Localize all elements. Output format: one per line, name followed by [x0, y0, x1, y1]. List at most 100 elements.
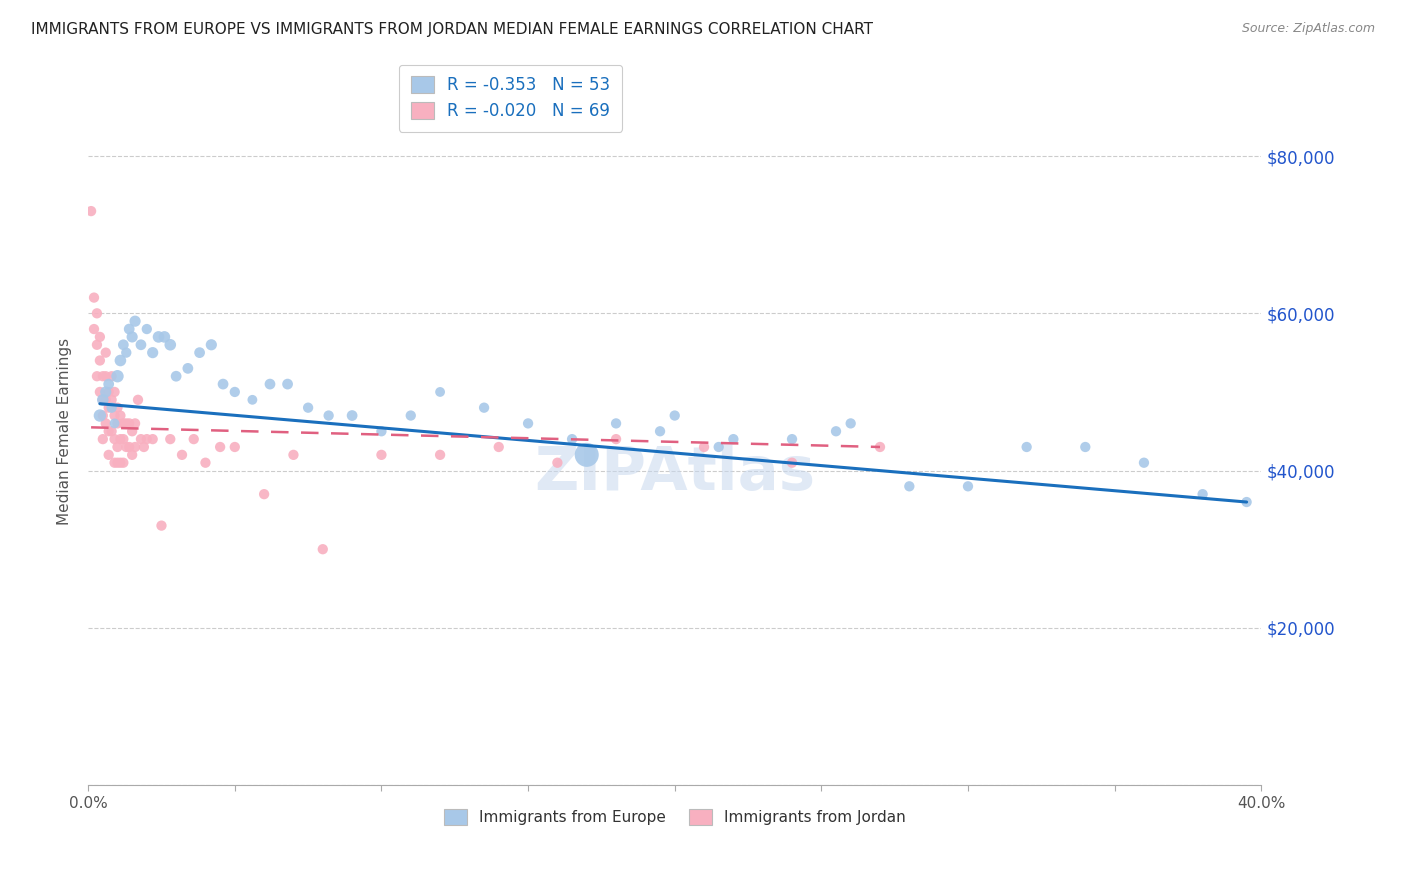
Point — [115, 345, 138, 359]
Point — [209, 440, 232, 454]
Point — [1133, 456, 1156, 470]
Point — [129, 338, 152, 352]
Point — [80, 204, 103, 219]
Point — [283, 448, 305, 462]
Point — [1191, 487, 1213, 501]
Point — [115, 440, 138, 454]
Point — [94, 417, 117, 431]
Point — [97, 448, 120, 462]
Point — [103, 384, 125, 399]
Point — [124, 440, 146, 454]
Point — [546, 456, 568, 470]
Point — [94, 384, 117, 399]
Point — [86, 338, 108, 352]
Point — [107, 369, 129, 384]
Point — [370, 448, 392, 462]
Point — [97, 384, 120, 399]
Point — [91, 409, 114, 423]
Point — [103, 456, 125, 470]
Point — [148, 330, 170, 344]
Legend: Immigrants from Europe, Immigrants from Jordan: Immigrants from Europe, Immigrants from … — [434, 800, 915, 834]
Point — [575, 448, 598, 462]
Point — [127, 392, 149, 407]
Point — [1074, 440, 1097, 454]
Point — [165, 369, 187, 384]
Point — [825, 424, 848, 438]
Point — [780, 456, 803, 470]
Point — [97, 401, 120, 415]
Point — [399, 409, 422, 423]
Point — [780, 432, 803, 446]
Point — [259, 377, 281, 392]
Point — [89, 330, 111, 344]
Point — [107, 401, 129, 415]
Point — [664, 409, 686, 423]
Point — [132, 440, 155, 454]
Point — [112, 456, 135, 470]
Point — [100, 401, 122, 415]
Point — [142, 432, 165, 446]
Point — [91, 369, 114, 384]
Point — [121, 448, 143, 462]
Point — [100, 424, 122, 438]
Point — [97, 424, 120, 438]
Point — [194, 456, 217, 470]
Y-axis label: Median Female Earnings: Median Female Earnings — [58, 338, 72, 524]
Point — [869, 440, 891, 454]
Point — [118, 440, 141, 454]
Point — [312, 542, 335, 557]
Point — [648, 424, 671, 438]
Point — [112, 338, 135, 352]
Point — [129, 432, 152, 446]
Text: IMMIGRANTS FROM EUROPE VS IMMIGRANTS FROM JORDAN MEDIAN FEMALE EARNINGS CORRELAT: IMMIGRANTS FROM EUROPE VS IMMIGRANTS FRO… — [31, 22, 873, 37]
Point — [370, 424, 392, 438]
Point — [605, 417, 627, 431]
Point — [297, 401, 319, 415]
Point — [110, 409, 132, 423]
Point — [103, 432, 125, 446]
Point — [159, 338, 181, 352]
Point — [89, 353, 111, 368]
Point — [112, 417, 135, 431]
Point — [277, 377, 299, 392]
Point — [561, 432, 583, 446]
Point — [107, 440, 129, 454]
Point — [212, 377, 235, 392]
Point — [253, 487, 276, 501]
Point — [429, 384, 451, 399]
Point — [100, 369, 122, 384]
Point — [429, 448, 451, 462]
Point — [159, 432, 181, 446]
Point — [124, 314, 146, 328]
Point — [103, 409, 125, 423]
Point — [103, 417, 125, 431]
Point — [142, 345, 165, 359]
Point — [224, 384, 246, 399]
Point — [839, 417, 862, 431]
Point — [183, 432, 205, 446]
Point — [91, 432, 114, 446]
Point — [110, 432, 132, 446]
Point — [153, 330, 176, 344]
Point — [488, 440, 510, 454]
Point — [1236, 495, 1258, 509]
Point — [135, 432, 157, 446]
Point — [723, 432, 745, 446]
Point — [110, 353, 132, 368]
Point — [118, 417, 141, 431]
Point — [242, 392, 264, 407]
Text: ZIPAtlas: ZIPAtlas — [534, 444, 815, 503]
Point — [89, 384, 111, 399]
Point — [121, 330, 143, 344]
Text: Source: ZipAtlas.com: Source: ZipAtlas.com — [1241, 22, 1375, 36]
Point — [150, 518, 173, 533]
Point — [83, 322, 105, 336]
Point — [83, 291, 105, 305]
Point — [94, 369, 117, 384]
Point — [115, 417, 138, 431]
Point — [121, 424, 143, 438]
Point — [86, 306, 108, 320]
Point — [91, 392, 114, 407]
Point — [89, 409, 111, 423]
Point — [956, 479, 979, 493]
